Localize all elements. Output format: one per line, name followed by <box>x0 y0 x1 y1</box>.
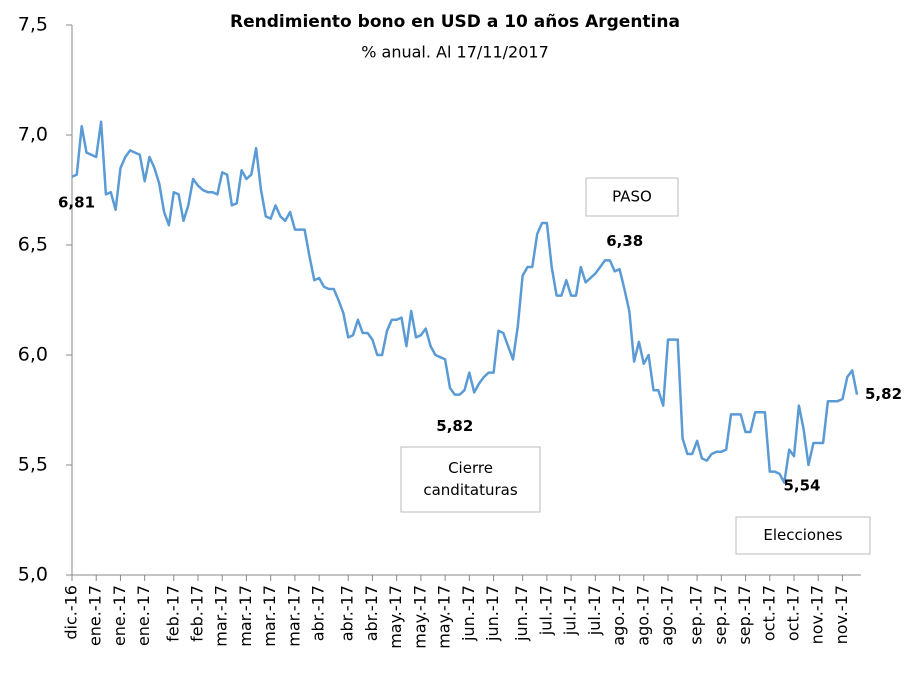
data-label: 6,81 <box>58 193 95 211</box>
x-tick-label: abr.-17 <box>362 585 381 641</box>
line <box>71 120 859 484</box>
x-tick-label: nov.-17 <box>808 585 827 644</box>
x-tick-label: may.-17 <box>410 585 429 649</box>
x-tick-label: ene.-17 <box>110 585 129 646</box>
x-tick-label: ene.-17 <box>86 585 105 646</box>
y-tick-label: 6,5 <box>18 234 48 256</box>
annotation-text: PASO <box>612 188 652 206</box>
y-tick-label: 5,0 <box>18 564 48 586</box>
x-tick-label: jun.-17 <box>483 585 502 642</box>
annotation-box <box>735 516 871 555</box>
data-label: 6,38 <box>606 232 643 250</box>
y-tick-label: 7,5 <box>18 14 48 36</box>
x-tick-label: ago.-17 <box>633 585 652 646</box>
x-tick-label: sep.-17 <box>735 585 754 645</box>
x-tick-label: sep.-17 <box>687 585 706 645</box>
y-tick-label: 7,0 <box>18 124 48 146</box>
chart-subtitle: % anual. Al 17/11/2017 <box>361 43 549 62</box>
x-tick-label: dic.-16 <box>62 585 81 640</box>
x-tick-label: feb.-17 <box>163 585 182 642</box>
x-tick-label: ago.-17 <box>609 585 628 646</box>
x-tick-label: mar.-17 <box>212 585 231 647</box>
x-tick-label: jul.-17 <box>561 585 580 636</box>
annotation: Elecciones <box>735 516 871 555</box>
x-tick-label: abr.-17 <box>338 585 357 641</box>
x-tick-label: oct.-17 <box>784 585 803 641</box>
annotation-box <box>585 177 679 217</box>
x-tick-label: ene.-17 <box>134 585 153 646</box>
chart-title: Rendimiento bono en USD a 10 años Argent… <box>230 12 680 32</box>
x-tick-label: jul.-17 <box>536 585 555 636</box>
data-label: 5,54 <box>783 477 820 495</box>
annotation-text: Elecciones <box>763 526 842 544</box>
annotation: Cierre canditaturas <box>400 446 541 513</box>
x-tick-label: sep.-17 <box>711 585 730 645</box>
x-tick-label: nov.-17 <box>832 585 851 644</box>
y-tick-label: 5,5 <box>18 454 48 476</box>
x-tick-label: may.-17 <box>435 585 454 649</box>
x-tick-label: mar.-17 <box>260 585 279 647</box>
x-tick-label: oct.-17 <box>759 585 778 641</box>
annotation: PASO <box>585 177 679 217</box>
x-tick-label: feb.-17 <box>187 585 206 642</box>
x-tick-label: may.-17 <box>386 585 405 649</box>
x-tick-label: mar.-17 <box>236 585 255 647</box>
x-tick-label: ago.-17 <box>658 585 677 646</box>
data-label: 5,82 <box>865 385 902 403</box>
x-tick-label: mar.-17 <box>284 585 303 647</box>
x-tick-label: jun.-17 <box>459 585 478 642</box>
x-tick-label: jun.-17 <box>512 585 531 642</box>
annotation-text: Cierre <box>448 459 493 477</box>
y-tick-label: 6,0 <box>18 344 48 366</box>
annotation-box <box>400 446 541 513</box>
x-tick-label: abr.-17 <box>309 585 328 641</box>
x-tick-label: jul.-17 <box>585 585 604 636</box>
data-label: 5,82 <box>436 417 473 435</box>
annotation-text: canditaturas <box>423 481 517 499</box>
